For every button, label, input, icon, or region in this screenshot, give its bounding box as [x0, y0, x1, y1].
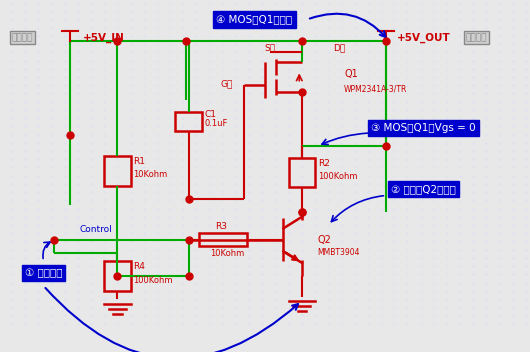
Text: ③ MOS管Q1的Vgs = 0: ③ MOS管Q1的Vgs = 0	[371, 123, 475, 133]
Text: S极: S极	[264, 43, 276, 52]
Text: MMBT3904: MMBT3904	[317, 249, 360, 258]
Text: C1: C1	[205, 109, 216, 119]
Text: 10Kohm: 10Kohm	[133, 170, 167, 180]
Text: R4: R4	[133, 263, 145, 271]
Text: 100Kohm: 100Kohm	[133, 276, 173, 285]
Text: +5V_IN: +5V_IN	[83, 32, 125, 43]
Text: 0.1uF: 0.1uF	[205, 119, 228, 128]
Text: D极: D极	[333, 43, 345, 52]
Text: G极: G极	[221, 79, 233, 88]
Text: 电源输入: 电源输入	[12, 33, 33, 42]
Text: R2: R2	[317, 159, 330, 168]
Text: ② 三极管Q2不导通: ② 三极管Q2不导通	[391, 184, 456, 194]
Text: 电源输出: 电源输出	[465, 33, 487, 42]
Text: R1: R1	[133, 157, 145, 166]
Text: 100Kohm: 100Kohm	[317, 172, 357, 181]
Text: WPM2341A-3/TR: WPM2341A-3/TR	[344, 84, 408, 93]
Text: Control: Control	[80, 225, 113, 234]
Text: 10Kohm: 10Kohm	[210, 249, 244, 258]
Text: ④ MOS管Q1不导通: ④ MOS管Q1不导通	[216, 14, 293, 25]
Text: Q1: Q1	[344, 69, 358, 79]
Text: Q2: Q2	[317, 235, 332, 245]
Text: R3: R3	[215, 222, 227, 231]
Text: +5V_OUT: +5V_OUT	[397, 32, 450, 43]
Text: ① 低电平时: ① 低电平时	[25, 268, 63, 278]
